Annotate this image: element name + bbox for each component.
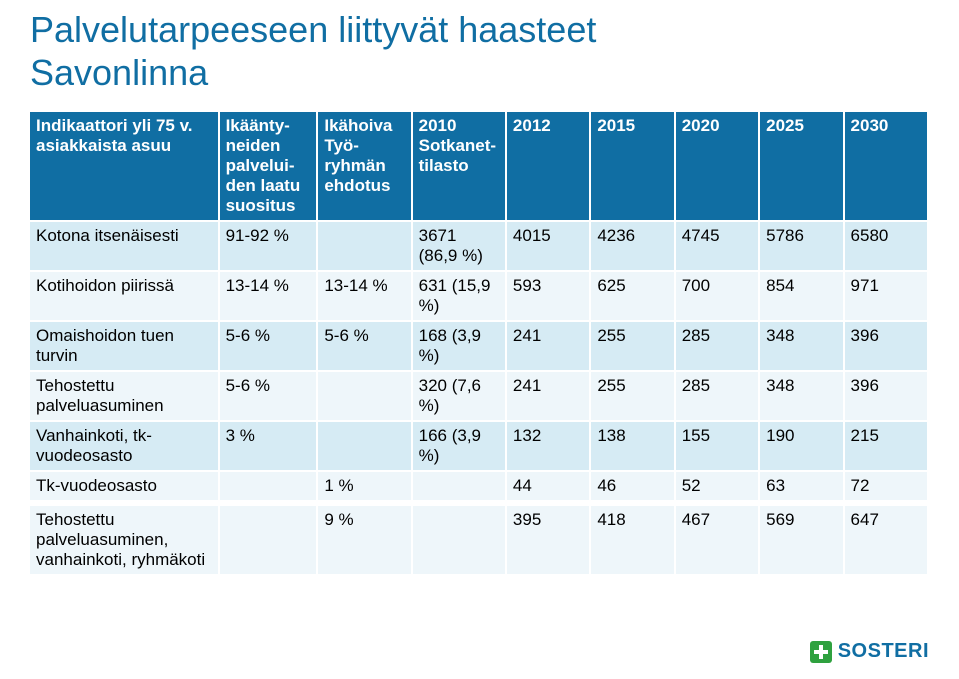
cell-label: Tk-vuodeosasto <box>30 471 219 501</box>
cell: 255 <box>590 321 674 371</box>
cell: 241 <box>506 321 590 371</box>
cell: 5-6 % <box>317 321 411 371</box>
plus-icon <box>810 641 832 663</box>
cell: 348 <box>759 371 843 421</box>
cell: 52 <box>675 471 759 501</box>
table-row: Kotihoidon piirissä 13-14 % 13-14 % 631 … <box>30 271 928 321</box>
cell: 91-92 % <box>219 221 318 271</box>
cell <box>412 471 506 501</box>
footer-logo: SOSTERI <box>810 640 929 663</box>
cell: 647 <box>844 505 928 575</box>
cell: 395 <box>506 505 590 575</box>
th-suositus: Ikäänty-neiden palvelui-den laatu suosit… <box>219 112 318 221</box>
cell-label: Tehostettu palveluasuminen, vanhainkoti,… <box>30 505 219 575</box>
cell: 63 <box>759 471 843 501</box>
cell <box>317 221 411 271</box>
cell: 631 (15,9 %) <box>412 271 506 321</box>
th-indicator: Indikaattori yli 75 v. asiakkaista asuu <box>30 112 219 221</box>
cell: 215 <box>844 421 928 471</box>
cell: 138 <box>590 421 674 471</box>
cell: 3 % <box>219 421 318 471</box>
cell: 168 (3,9 %) <box>412 321 506 371</box>
cell: 44 <box>506 471 590 501</box>
th-2030: 2030 <box>844 112 928 221</box>
cell <box>412 505 506 575</box>
cell: 625 <box>590 271 674 321</box>
cell: 166 (3,9 %) <box>412 421 506 471</box>
table-header-row: Indikaattori yli 75 v. asiakkaista asuu … <box>30 112 928 221</box>
cell-label: Kotona itsenäisesti <box>30 221 219 271</box>
cell: 132 <box>506 421 590 471</box>
table-row: Kotona itsenäisesti 91-92 % 3671 (86,9 %… <box>30 221 928 271</box>
cell-label: Vanhainkoti, tk-vuodeosasto <box>30 421 219 471</box>
th-2020: 2020 <box>675 112 759 221</box>
cell-label: Omaishoidon tuen turvin <box>30 321 219 371</box>
cell <box>219 505 318 575</box>
cell: 72 <box>844 471 928 501</box>
cell <box>219 471 318 501</box>
th-2012: 2012 <box>506 112 590 221</box>
cell: 467 <box>675 505 759 575</box>
cell: 320 (7,6 %) <box>412 371 506 421</box>
cell-label: Kotihoidon piirissä <box>30 271 219 321</box>
cell: 5786 <box>759 221 843 271</box>
cell: 1 % <box>317 471 411 501</box>
cell: 255 <box>590 371 674 421</box>
th-2010: 2010 Sotkanet-tilasto <box>412 112 506 221</box>
cell: 396 <box>844 321 928 371</box>
cell: 4236 <box>590 221 674 271</box>
th-ehdotus: Ikähoiva Työ-ryhmän ehdotus <box>317 112 411 221</box>
cell: 593 <box>506 271 590 321</box>
cell: 285 <box>675 371 759 421</box>
table-row: Vanhainkoti, tk-vuodeosasto 3 % 166 (3,9… <box>30 421 928 471</box>
table-body: Kotona itsenäisesti 91-92 % 3671 (86,9 %… <box>30 221 928 575</box>
cell: 3671 (86,9 %) <box>412 221 506 271</box>
cell: 396 <box>844 371 928 421</box>
cell: 241 <box>506 371 590 421</box>
page-title: Palvelutarpeeseen liittyvät haasteet Sav… <box>30 8 929 94</box>
cell: 285 <box>675 321 759 371</box>
cell <box>317 421 411 471</box>
cell: 155 <box>675 421 759 471</box>
cell: 971 <box>844 271 928 321</box>
cell: 418 <box>590 505 674 575</box>
cell: 5-6 % <box>219 321 318 371</box>
th-2015: 2015 <box>590 112 674 221</box>
cell: 4745 <box>675 221 759 271</box>
th-2025: 2025 <box>759 112 843 221</box>
table-row: Omaishoidon tuen turvin 5-6 % 5-6 % 168 … <box>30 321 928 371</box>
cell <box>317 371 411 421</box>
cell: 700 <box>675 271 759 321</box>
cell: 9 % <box>317 505 411 575</box>
cell: 4015 <box>506 221 590 271</box>
cell: 46 <box>590 471 674 501</box>
logo-text: SOSTERI <box>838 640 929 663</box>
cell: 13-14 % <box>317 271 411 321</box>
table-foot-row: Tehostettu palveluasuminen, vanhainkoti,… <box>30 505 928 575</box>
title-line1: Palvelutarpeeseen liittyvät haasteet <box>30 9 596 50</box>
title-line2: Savonlinna <box>30 52 208 93</box>
cell: 190 <box>759 421 843 471</box>
table-row: Tk-vuodeosasto 1 % 44 46 52 63 72 <box>30 471 928 501</box>
cell-label: Tehostettu palveluasuminen <box>30 371 219 421</box>
cell: 13-14 % <box>219 271 318 321</box>
cell: 5-6 % <box>219 371 318 421</box>
table-row: Tehostettu palveluasuminen 5-6 % 320 (7,… <box>30 371 928 421</box>
cell: 348 <box>759 321 843 371</box>
data-table: Indikaattori yli 75 v. asiakkaista asuu … <box>30 112 929 576</box>
cell: 6580 <box>844 221 928 271</box>
cell: 569 <box>759 505 843 575</box>
cell: 854 <box>759 271 843 321</box>
